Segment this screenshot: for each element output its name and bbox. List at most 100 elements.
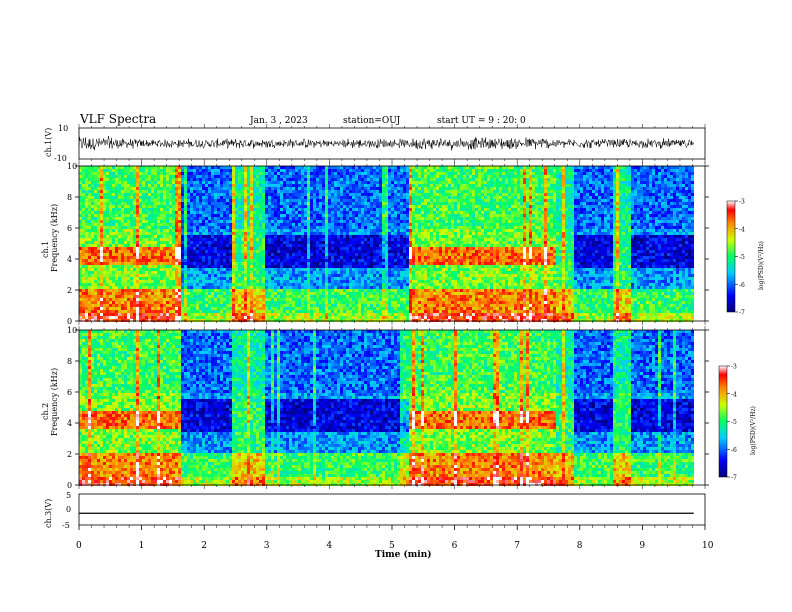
spectrogram-cell — [208, 169, 211, 172]
spectrogram-cell — [97, 304, 100, 307]
spectrogram-cell — [292, 190, 295, 193]
spectrogram-cell — [328, 190, 331, 193]
spectrogram-cell — [151, 256, 154, 259]
spectrogram-cell — [289, 235, 292, 238]
spectrogram-cell — [127, 187, 130, 190]
spectrogram-cell — [196, 226, 199, 229]
spectrogram-cell — [283, 235, 286, 238]
spectrogram-cell — [91, 223, 94, 226]
spectrogram-cell — [79, 316, 82, 319]
spectrogram-cell — [229, 277, 232, 280]
spectrogram-cell — [175, 313, 178, 316]
spectrogram-cell — [190, 235, 193, 238]
spectrogram-cell — [361, 190, 364, 193]
spectrogram-cell — [190, 181, 193, 184]
spectrogram-cell — [313, 220, 316, 223]
spectrogram-cell — [88, 220, 91, 223]
spectrogram-cell — [322, 295, 325, 298]
spectrogram-cell — [304, 307, 307, 310]
spectrogram-cell — [115, 178, 118, 181]
spectrogram-cell — [118, 271, 121, 274]
spectrogram-cell — [334, 211, 337, 214]
spectrogram-cell — [256, 283, 259, 286]
spectrogram-cell — [274, 190, 277, 193]
spectrogram-cell — [199, 247, 202, 250]
spectrogram-cell — [145, 187, 148, 190]
spectrogram-cell — [139, 244, 142, 247]
spectrogram-cell — [166, 226, 169, 229]
spectrogram-cell — [100, 310, 103, 313]
spectrogram-cell — [163, 271, 166, 274]
spectrogram-cell — [202, 247, 205, 250]
spectrogram-cell — [97, 301, 100, 304]
spectrogram-cell — [307, 250, 310, 253]
spectrogram-cell — [196, 193, 199, 196]
spectrogram-cell — [337, 223, 340, 226]
spectrogram-cell — [184, 268, 187, 271]
spectrogram-cell — [148, 274, 151, 277]
spectrogram-cell — [178, 187, 181, 190]
spectrogram-cell — [97, 316, 100, 319]
spectrogram-cell — [349, 175, 352, 178]
spectrogram-cell — [298, 181, 301, 184]
spectrogram-cell — [139, 169, 142, 172]
spectrogram-cell — [277, 193, 280, 196]
spectrogram-cell — [214, 226, 217, 229]
spectrogram-cell — [295, 226, 298, 229]
spectrogram-cell — [226, 238, 229, 241]
spectrogram-cell — [124, 295, 127, 298]
spectrogram-cell — [97, 250, 100, 253]
spectrogram-cell — [133, 295, 136, 298]
spectrogram-cell — [253, 187, 256, 190]
spectrogram-cell — [352, 202, 355, 205]
spectrogram-cell — [208, 220, 211, 223]
spectrogram-cell — [241, 169, 244, 172]
spectrogram-cell — [130, 172, 133, 175]
spectrogram-cell — [166, 223, 169, 226]
spectrogram-cell — [337, 298, 340, 301]
spectrogram-cell — [142, 307, 145, 310]
spectrogram-cell — [109, 220, 112, 223]
spectrogram-cell — [88, 274, 91, 277]
spectrogram-cell — [268, 241, 271, 244]
spectrogram-cell — [349, 262, 352, 265]
spectrogram-cell — [100, 280, 103, 283]
spectrogram-cell — [286, 208, 289, 211]
spectrogram-cell — [121, 259, 124, 262]
spectrogram-cell — [322, 250, 325, 253]
spectrogram-cell — [352, 184, 355, 187]
spectrogram-cell — [358, 241, 361, 244]
spectrogram-cell — [100, 304, 103, 307]
spectrogram-cell — [232, 238, 235, 241]
spectrogram-cell — [190, 169, 193, 172]
spectrogram-cell — [262, 166, 265, 169]
spectrogram-cell — [157, 184, 160, 187]
spectrogram-cell — [187, 298, 190, 301]
spectrogram-cell — [184, 316, 187, 319]
spectrogram-cell — [265, 232, 268, 235]
spectrogram-cell — [283, 319, 286, 322]
spectrogram-cell — [118, 259, 121, 262]
spectrogram-cell — [106, 313, 109, 316]
spectrogram-cell — [259, 175, 262, 178]
spectrogram-cell — [238, 250, 241, 253]
spectrogram-cell — [274, 169, 277, 172]
spectrogram-cell — [106, 220, 109, 223]
spectrogram-cell — [316, 187, 319, 190]
spectrogram-cell — [184, 208, 187, 211]
spectrogram-cell — [160, 178, 163, 181]
spectrogram-cell — [175, 250, 178, 253]
spectrogram-cell — [172, 187, 175, 190]
spectrogram-cell — [202, 169, 205, 172]
spectrogram-cell — [334, 166, 337, 169]
spectrogram-cell — [178, 211, 181, 214]
spectrogram-cell — [361, 232, 364, 235]
spectrogram-cell — [88, 223, 91, 226]
spectrogram-cell — [145, 193, 148, 196]
spectrogram-cell — [343, 256, 346, 259]
spectrogram-cell — [331, 172, 334, 175]
spectrogram-cell — [307, 316, 310, 319]
spectrogram-cell — [172, 175, 175, 178]
spectrogram-cell — [238, 259, 241, 262]
spectrogram-cell — [268, 175, 271, 178]
